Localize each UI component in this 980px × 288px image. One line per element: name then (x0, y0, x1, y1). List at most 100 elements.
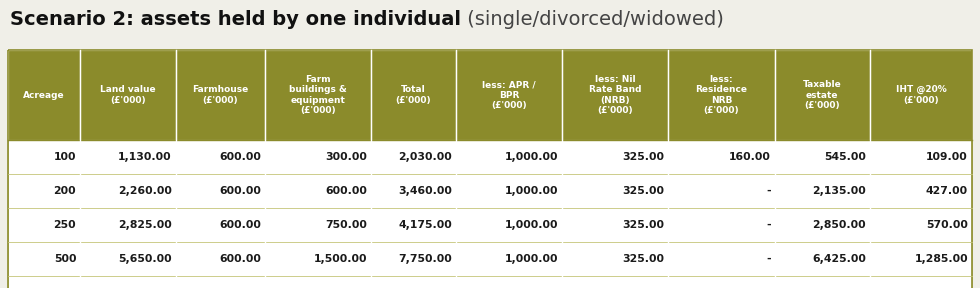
Bar (774, 242, 870, 276)
Bar (668, 140, 774, 174)
Text: 250: 250 (54, 220, 76, 230)
Bar (563, 276, 668, 288)
Bar (456, 242, 563, 276)
Bar (371, 208, 456, 242)
Text: Total
(£'000): Total (£'000) (396, 85, 431, 105)
Text: 1,000.00: 1,000.00 (505, 220, 559, 230)
Bar (668, 276, 774, 288)
Bar (774, 208, 870, 242)
Text: 100: 100 (54, 152, 76, 162)
Bar (563, 242, 668, 276)
Text: 2,135.00: 2,135.00 (812, 186, 866, 196)
Text: 325.00: 325.00 (622, 254, 664, 264)
Bar (774, 276, 870, 288)
Bar (456, 174, 563, 208)
Bar (265, 242, 371, 276)
Bar (870, 140, 972, 174)
Bar (265, 276, 371, 288)
Bar (870, 242, 972, 276)
Text: 6,425.00: 6,425.00 (812, 254, 866, 264)
Text: 3,460.00: 3,460.00 (398, 186, 452, 196)
Bar (8, 140, 80, 174)
Bar (80, 174, 175, 208)
Bar (668, 174, 774, 208)
Bar (80, 276, 175, 288)
Text: less: APR /
BPR
(£'000): less: APR / BPR (£'000) (482, 80, 536, 110)
Text: Scenario 2: assets held by one individual: Scenario 2: assets held by one individua… (10, 10, 461, 29)
Bar (80, 140, 175, 174)
Bar (80, 50, 175, 140)
Bar (265, 50, 371, 140)
Bar (80, 242, 175, 276)
Bar (870, 174, 972, 208)
Text: 545.00: 545.00 (824, 152, 866, 162)
Text: 600.00: 600.00 (220, 186, 261, 196)
Text: 4,175.00: 4,175.00 (398, 220, 452, 230)
Bar (456, 276, 563, 288)
Bar (8, 242, 80, 276)
Text: IHT @20%
(£'000): IHT @20% (£'000) (896, 85, 947, 105)
Bar (456, 50, 563, 140)
Text: -: - (766, 254, 770, 264)
Text: 325.00: 325.00 (622, 152, 664, 162)
Text: -: - (766, 186, 770, 196)
Text: 600.00: 600.00 (325, 186, 368, 196)
Bar (668, 208, 774, 242)
Bar (774, 50, 870, 140)
Bar (774, 174, 870, 208)
Bar (8, 174, 80, 208)
Text: 5,650.00: 5,650.00 (119, 254, 172, 264)
Bar (265, 140, 371, 174)
Bar (175, 242, 265, 276)
Text: Land value
(£'000): Land value (£'000) (100, 85, 156, 105)
Text: 600.00: 600.00 (220, 152, 261, 162)
Text: 600.00: 600.00 (220, 220, 261, 230)
Bar (870, 208, 972, 242)
Text: 2,825.00: 2,825.00 (118, 220, 172, 230)
Bar (563, 174, 668, 208)
Text: 1,000.00: 1,000.00 (505, 254, 559, 264)
Text: 1,000.00: 1,000.00 (505, 186, 559, 196)
Bar (668, 50, 774, 140)
Bar (563, 140, 668, 174)
Text: 300.00: 300.00 (325, 152, 368, 162)
Bar (175, 50, 265, 140)
Bar (8, 50, 80, 140)
Text: 200: 200 (54, 186, 76, 196)
Text: 1,130.00: 1,130.00 (119, 152, 172, 162)
Bar (774, 140, 870, 174)
Text: 427.00: 427.00 (926, 186, 968, 196)
Bar (456, 208, 563, 242)
Text: 2,030.00: 2,030.00 (398, 152, 452, 162)
Text: 2,260.00: 2,260.00 (118, 186, 172, 196)
Bar (371, 174, 456, 208)
Text: 1,000.00: 1,000.00 (505, 152, 559, 162)
Text: 7,750.00: 7,750.00 (398, 254, 452, 264)
Bar (8, 276, 80, 288)
Bar (668, 242, 774, 276)
Bar (371, 276, 456, 288)
Text: 600.00: 600.00 (220, 254, 261, 264)
Text: 1,285.00: 1,285.00 (914, 254, 968, 264)
Text: 109.00: 109.00 (926, 152, 968, 162)
Bar (371, 242, 456, 276)
Bar (175, 276, 265, 288)
Text: Acreage: Acreage (24, 90, 65, 99)
Text: less:
Residence
NRB
(£'000): less: Residence NRB (£'000) (696, 75, 748, 115)
Bar (371, 140, 456, 174)
Bar (265, 208, 371, 242)
Bar (563, 50, 668, 140)
Text: 160.00: 160.00 (729, 152, 770, 162)
Bar (175, 208, 265, 242)
Bar (175, 174, 265, 208)
Text: -: - (766, 220, 770, 230)
Text: 570.00: 570.00 (926, 220, 968, 230)
Text: 750.00: 750.00 (325, 220, 368, 230)
Bar (175, 140, 265, 174)
Text: 325.00: 325.00 (622, 220, 664, 230)
Text: 500: 500 (54, 254, 76, 264)
Text: (single/divorced/widowed): (single/divorced/widowed) (461, 10, 724, 29)
Bar (80, 208, 175, 242)
Bar (371, 50, 456, 140)
Text: less: Nil
Rate Band
(NRB)
(£'000): less: Nil Rate Band (NRB) (£'000) (589, 75, 642, 115)
